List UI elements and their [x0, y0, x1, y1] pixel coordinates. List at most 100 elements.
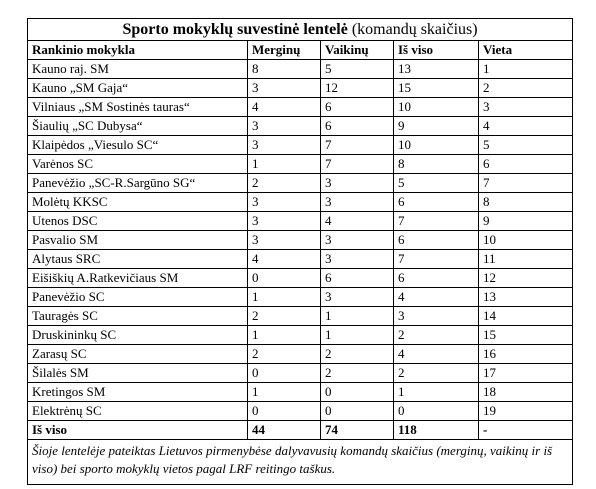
cell: 3: [393, 306, 479, 326]
cell: 13: [393, 59, 479, 79]
cell: 0: [247, 401, 321, 421]
cell: 10: [477, 230, 574, 250]
cell: 6: [477, 154, 574, 174]
data-row: Klaipėdos „Viesulo SC“ 3 7 10 5: [27, 135, 574, 155]
cell: 15: [477, 325, 574, 345]
cell: 0: [320, 401, 394, 421]
title-row: Sporto mokyklų suvestinė lentelė (komand…: [26, 18, 574, 41]
cell: Druskininkų SC: [27, 325, 248, 345]
cell: Kauno „SM Gaja“: [27, 78, 248, 98]
cell: Pasvalio SM: [27, 230, 248, 250]
data-row: Varėnos SC 1 7 8 6: [27, 154, 574, 174]
cell: Panevėžio SC: [27, 287, 248, 307]
cell: 12: [477, 268, 574, 288]
data-row: Kauno raj. SM 8 5 13 1: [27, 59, 574, 79]
cell: 74: [320, 420, 394, 440]
cell: 3: [320, 230, 394, 250]
cell: 3: [320, 287, 394, 307]
data-row: Alytaus SRC 4 3 7 11: [27, 249, 574, 269]
cell: 4: [393, 287, 479, 307]
cell: Iš viso: [393, 40, 479, 60]
cell: 16: [477, 344, 574, 364]
cell: 5: [393, 173, 479, 193]
cell: 3: [247, 230, 321, 250]
cell: 2: [393, 325, 479, 345]
cell: 44: [247, 420, 321, 440]
cell: 2: [247, 306, 321, 326]
cell: 2: [247, 173, 321, 193]
header-row: Rankinio mokykla Merginų Vaikinų Iš viso Vie…: [27, 40, 574, 60]
cell: 1: [320, 306, 394, 326]
data-row: Molėtų KKSC 3 3 6 8: [27, 192, 574, 212]
cell: 3: [247, 135, 321, 155]
title-cell: Sporto mokyklų suvestinė lentelė (komand…: [26, 18, 574, 41]
summary-table: Sporto mokyklų suvestinė lentelė (komand…: [26, 18, 574, 485]
cell: 8: [247, 59, 321, 79]
cell: Tauragės SC: [27, 306, 248, 326]
cell: 1: [320, 325, 394, 345]
cell: 10: [393, 97, 479, 117]
cell: Zarasų SC: [27, 344, 248, 364]
data-row: Panevėžio „SC-R.Sargūno SG“ 2 3 5 7: [27, 173, 574, 193]
data-row: Pasvalio SM 3 3 6 10: [27, 230, 574, 250]
cell: 3: [320, 192, 394, 212]
cell: 6: [393, 192, 479, 212]
cell: 3: [247, 192, 321, 212]
cell: 0: [393, 401, 479, 421]
cell: 1: [393, 382, 479, 402]
cell: 15: [393, 78, 479, 98]
cell: Molėtų KKSC: [27, 192, 248, 212]
cell: 7: [320, 154, 394, 174]
cell: 6: [393, 268, 479, 288]
footnote: Šioje lentelėje pateiktas Lietuvos pirme…: [26, 439, 574, 485]
data-row: Eišiškių A.Ratkevičiaus SM 0 6 6 12: [27, 268, 574, 288]
data-row: Šiaulių „SC Dubysa“ 3 6 9 4: [27, 116, 574, 136]
cell: Panevėžio „SC-R.Sargūno SG“: [27, 173, 248, 193]
cell: 2: [477, 78, 574, 98]
cell: Varėnos SC: [27, 154, 248, 174]
cell: 3: [320, 173, 394, 193]
cell: Alytaus SRC: [27, 249, 248, 269]
cell: 7: [320, 135, 394, 155]
cell: Utenos DSC: [27, 211, 248, 231]
cell: Kretingos SM: [27, 382, 248, 402]
cell: 19: [477, 401, 574, 421]
cell: 17: [477, 363, 574, 383]
cell: 3: [247, 116, 321, 136]
data-row: Kauno „SM Gaja“ 3 12 15 2: [27, 78, 574, 98]
cell: Rankinio mokykla: [27, 40, 248, 60]
cell: Šiaulių „SC Dubysa“: [27, 116, 248, 136]
cell: 18: [477, 382, 574, 402]
cell: 9: [477, 211, 574, 231]
cell: 3: [320, 249, 394, 269]
cell: Iš viso: [27, 420, 248, 440]
cell: 6: [320, 268, 394, 288]
cell: 3: [477, 97, 574, 117]
cell: 118: [393, 420, 479, 440]
data-row: Panevėžio SC 1 3 4 13: [27, 287, 574, 307]
cell: 10: [393, 135, 479, 155]
title-bold: Sporto mokyklų suvestinė lentelė: [122, 21, 348, 38]
data-row: Druskininkų SC 1 1 2 15: [27, 325, 574, 345]
footnote-row: Šioje lentelėje pateiktas Lietuvos pirme…: [26, 439, 574, 485]
cell: 2: [320, 344, 394, 364]
cell: 11: [477, 249, 574, 269]
cell: 5: [320, 59, 394, 79]
cell: 3: [247, 211, 321, 231]
cell: 0: [320, 382, 394, 402]
cell: 7: [393, 249, 479, 269]
data-row: Utenos DSC 3 4 7 9: [27, 211, 574, 231]
cell: 6: [393, 230, 479, 250]
table-body: Sporto mokyklų suvestinė lentelė (komand…: [26, 18, 574, 485]
cell: 4: [320, 211, 394, 231]
cell: 12: [320, 78, 394, 98]
cell: 2: [393, 363, 479, 383]
data-row: Šilalės SM 0 2 2 17: [27, 363, 574, 383]
cell: 1: [247, 287, 321, 307]
cell: Kauno raj. SM: [27, 59, 248, 79]
cell: 6: [320, 116, 394, 136]
cell: 9: [393, 116, 479, 136]
cell: 0: [247, 268, 321, 288]
total-row: Iš viso 44 74 118-: [27, 420, 574, 440]
